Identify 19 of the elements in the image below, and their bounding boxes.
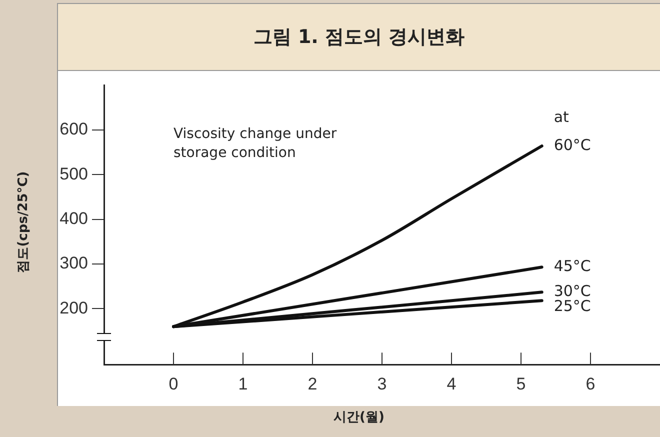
series-label: 60°C (554, 136, 591, 154)
series-label: 45°C (554, 257, 591, 276)
x-tick-label: 5 (516, 374, 526, 394)
x-tick-label: 3 (377, 374, 387, 394)
annotation: at (554, 108, 570, 126)
x-tick-label: 2 (308, 374, 318, 394)
chart-title: 그림 1. 점도의 경시변화 (58, 4, 660, 70)
x-tick-label: 1 (238, 374, 248, 394)
x-tick-label: 6 (586, 374, 596, 394)
y-tick-label: 200 (60, 298, 88, 318)
y-tick-label: 500 (60, 164, 88, 184)
x-tick-label: 4 (446, 374, 456, 394)
y-tick-label: 300 (60, 254, 88, 273)
y-tick-label: 600 (60, 120, 88, 139)
annotation: Viscosity change under storage condition (174, 126, 337, 161)
x-tick-label: 0 (168, 374, 178, 394)
y-axis-title: 점도(cps/25°C) (15, 171, 32, 273)
y-tick-label: 400 (60, 209, 88, 228)
x-axis-title: 시간(월) (332, 409, 386, 426)
